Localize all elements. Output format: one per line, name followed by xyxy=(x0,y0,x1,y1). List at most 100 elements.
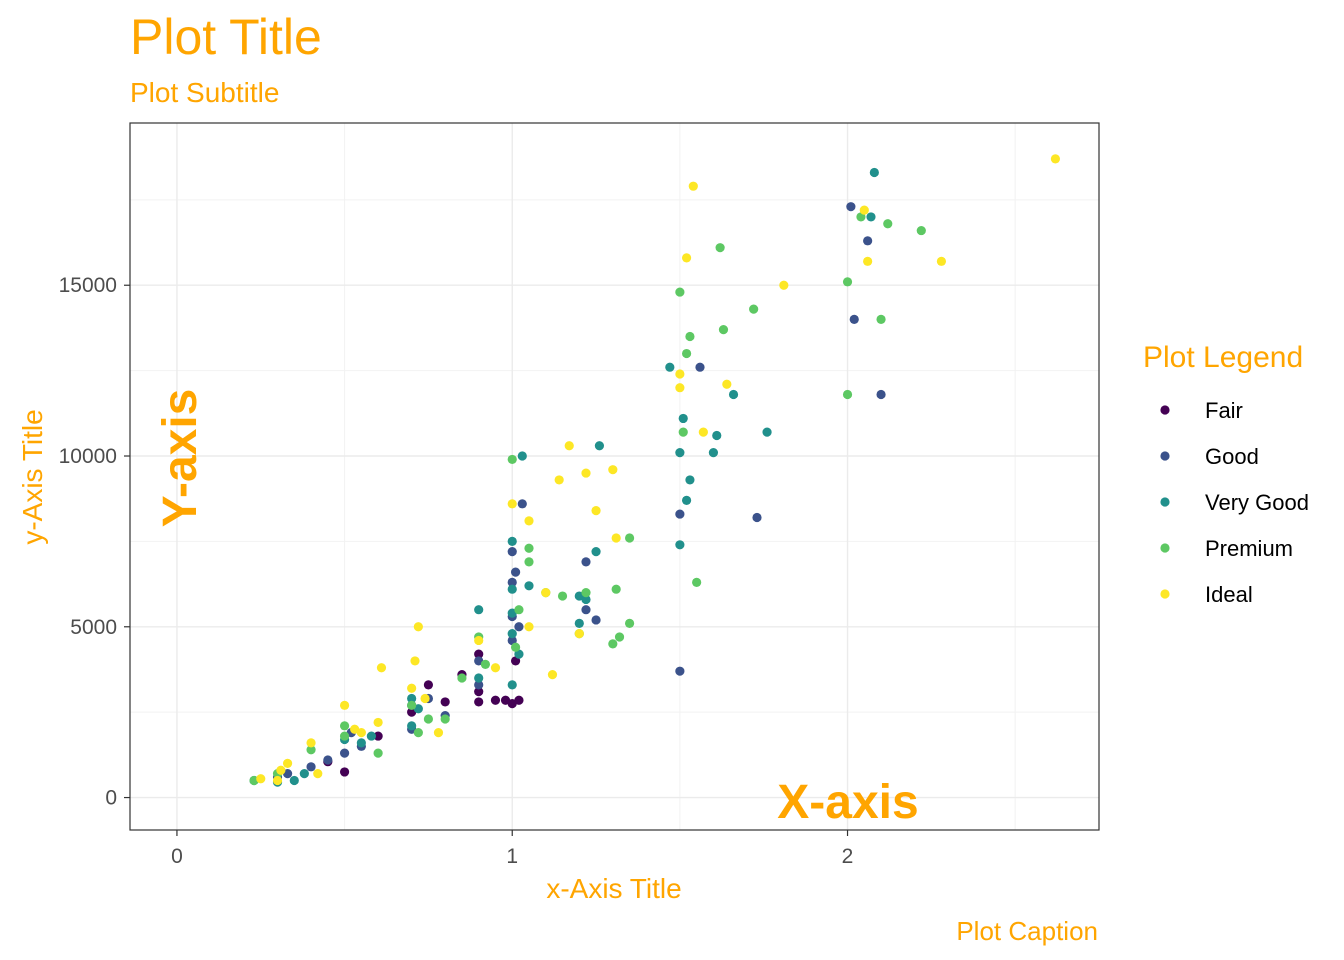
data-point xyxy=(581,468,591,478)
data-point xyxy=(407,721,417,731)
data-point xyxy=(863,256,873,266)
data-point xyxy=(356,728,366,738)
y-tick-label: 10000 xyxy=(59,445,117,468)
data-point xyxy=(474,673,484,683)
data-point xyxy=(490,695,501,705)
data-point xyxy=(306,738,316,748)
data-point xyxy=(420,693,430,704)
data-point xyxy=(718,325,729,335)
data-point xyxy=(407,683,417,693)
data-point xyxy=(611,533,621,543)
data-point xyxy=(681,253,692,263)
axis-ticks: 0 1 2 0 5000 10000 15000 xyxy=(59,274,854,868)
data-point xyxy=(675,383,685,393)
data-point xyxy=(423,680,434,690)
data-point xyxy=(407,700,417,710)
legend-label: Good xyxy=(1205,444,1259,469)
data-point xyxy=(581,557,591,567)
data-point xyxy=(289,775,299,786)
data-point xyxy=(272,775,283,786)
data-point xyxy=(849,314,859,324)
data-point xyxy=(474,605,484,615)
data-point xyxy=(524,516,534,526)
x-axis-title: x-Axis Title xyxy=(546,873,681,904)
data-point xyxy=(846,202,856,212)
data-point xyxy=(728,389,739,400)
data-point xyxy=(524,622,534,632)
data-point xyxy=(863,236,873,246)
data-point xyxy=(712,430,722,441)
x-tick-label: 1 xyxy=(506,845,518,868)
data-point xyxy=(376,663,387,673)
data-point xyxy=(675,509,685,519)
data-point xyxy=(474,697,484,707)
data-point xyxy=(856,212,866,222)
legend-key xyxy=(1160,497,1170,507)
data-point xyxy=(779,280,789,290)
legend-key xyxy=(1160,589,1170,599)
data-point xyxy=(916,225,926,236)
chart-title: Plot Title xyxy=(130,9,322,65)
plot-panel-border xyxy=(129,122,1100,831)
data-point xyxy=(490,663,501,673)
data-point xyxy=(675,369,685,379)
data-point xyxy=(614,632,625,642)
data-point xyxy=(574,618,584,628)
data-point xyxy=(510,642,521,652)
grid-lines xyxy=(130,123,1099,830)
data-point xyxy=(842,277,853,287)
data-point xyxy=(681,348,692,359)
legend-label: Ideal xyxy=(1205,582,1253,607)
data-point xyxy=(675,287,685,297)
data-point xyxy=(510,567,521,577)
data-point xyxy=(313,769,323,779)
data-point xyxy=(510,656,521,666)
data-point xyxy=(440,714,450,724)
data-point xyxy=(547,669,558,680)
legend-key xyxy=(1160,543,1170,553)
data-point xyxy=(507,635,517,646)
data-point xyxy=(608,465,618,475)
data-point xyxy=(413,728,423,738)
data-point xyxy=(423,714,434,724)
y-tick-label: 5000 xyxy=(70,616,117,639)
data-point xyxy=(675,666,685,676)
data-point xyxy=(883,219,893,229)
data-point xyxy=(564,441,574,451)
data-point xyxy=(282,758,293,768)
legend-key xyxy=(1160,451,1170,461)
data-point xyxy=(554,475,564,485)
data-point xyxy=(440,697,450,707)
data-point xyxy=(517,451,527,461)
data-point xyxy=(356,738,366,748)
data-point xyxy=(507,536,517,546)
data-point xyxy=(842,389,853,400)
data-point xyxy=(339,748,350,758)
data-points xyxy=(249,154,1061,787)
data-point xyxy=(678,427,688,437)
data-point xyxy=(715,243,725,253)
data-point xyxy=(688,181,698,191)
data-point xyxy=(624,618,635,628)
data-point xyxy=(339,721,350,731)
data-point xyxy=(722,379,732,389)
data-point xyxy=(507,680,517,690)
data-point xyxy=(681,495,692,506)
data-point xyxy=(480,659,491,669)
data-point xyxy=(474,635,484,646)
data-point xyxy=(581,594,591,605)
data-point xyxy=(608,639,618,649)
data-point xyxy=(256,774,266,784)
data-point xyxy=(524,543,534,553)
data-point xyxy=(685,331,695,342)
data-point xyxy=(752,512,762,523)
data-point xyxy=(514,622,524,632)
data-point xyxy=(373,717,383,728)
data-point xyxy=(876,314,886,324)
data-point xyxy=(624,533,635,543)
x-tick-label: 2 xyxy=(842,845,854,868)
data-point xyxy=(474,687,484,697)
data-point xyxy=(675,540,685,550)
data-point xyxy=(611,584,621,594)
